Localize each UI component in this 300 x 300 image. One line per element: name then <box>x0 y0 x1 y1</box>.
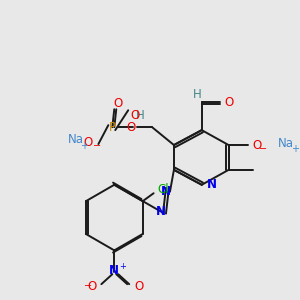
Text: −: − <box>84 281 92 291</box>
Text: +: + <box>119 262 126 271</box>
Text: O: O <box>130 109 140 122</box>
Text: O: O <box>225 96 234 109</box>
Text: N: N <box>109 264 119 277</box>
Text: O: O <box>83 136 92 148</box>
Text: O: O <box>134 280 143 293</box>
Text: Na: Na <box>68 133 84 146</box>
Text: Na: Na <box>278 136 294 149</box>
Text: +: + <box>80 141 88 151</box>
Text: H: H <box>192 88 201 101</box>
Text: −: − <box>93 141 101 151</box>
Text: O: O <box>252 139 262 152</box>
Text: N: N <box>156 205 166 218</box>
Text: N: N <box>207 178 217 191</box>
Text: −: − <box>260 144 268 154</box>
Text: P: P <box>109 121 116 134</box>
Text: O: O <box>87 280 96 293</box>
Text: O: O <box>114 97 123 110</box>
Text: O: O <box>126 121 135 134</box>
Text: H: H <box>136 109 145 122</box>
Text: Cl: Cl <box>158 183 169 196</box>
Text: +: + <box>291 144 299 154</box>
Text: N: N <box>161 185 171 198</box>
